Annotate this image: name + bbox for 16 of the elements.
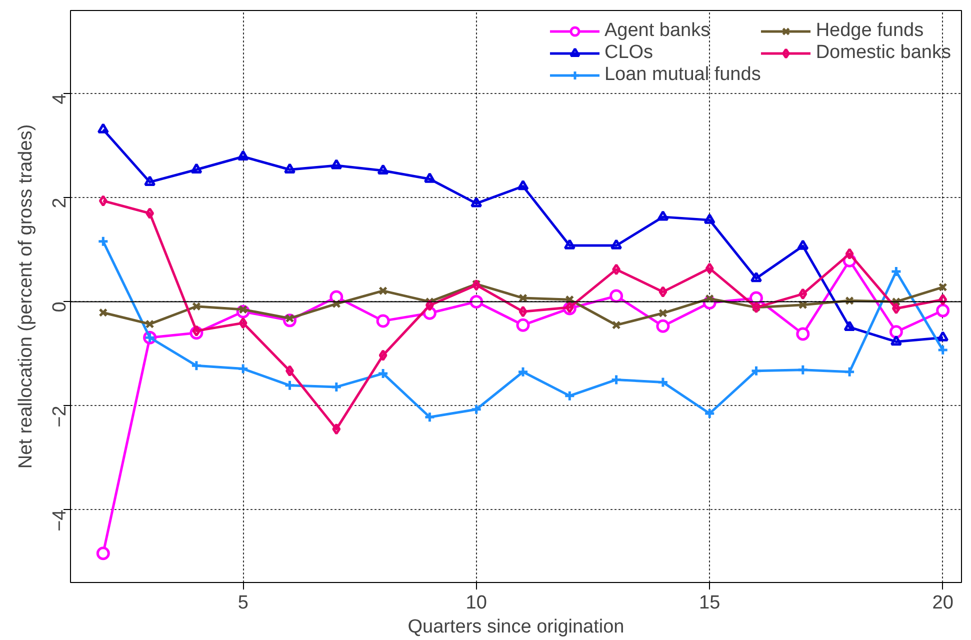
- y-tick-label: −4: [50, 509, 70, 532]
- legend-label: Domestic banks: [816, 42, 951, 64]
- y-tick-label: −2: [50, 406, 70, 428]
- x-tick-label: 10: [466, 592, 487, 614]
- x-tick-label: 20: [932, 592, 954, 614]
- x-axis-title: Quarters since origination: [408, 616, 624, 638]
- legend-label: Hedge funds: [816, 20, 924, 42]
- legend-label: CLOs: [604, 42, 654, 64]
- legend-label: Loan mutual funds: [604, 64, 761, 86]
- y-axis-title: Net reallocation (percent of gross trades): [16, 124, 36, 469]
- legend-label: Agent banks: [604, 20, 710, 42]
- y-tick-label: 0: [50, 302, 70, 312]
- x-tick-label: 15: [699, 592, 720, 614]
- x-tick-label: 5: [238, 592, 248, 614]
- y-tick-label: 4: [50, 93, 70, 104]
- y-tick-label: 2: [50, 198, 70, 208]
